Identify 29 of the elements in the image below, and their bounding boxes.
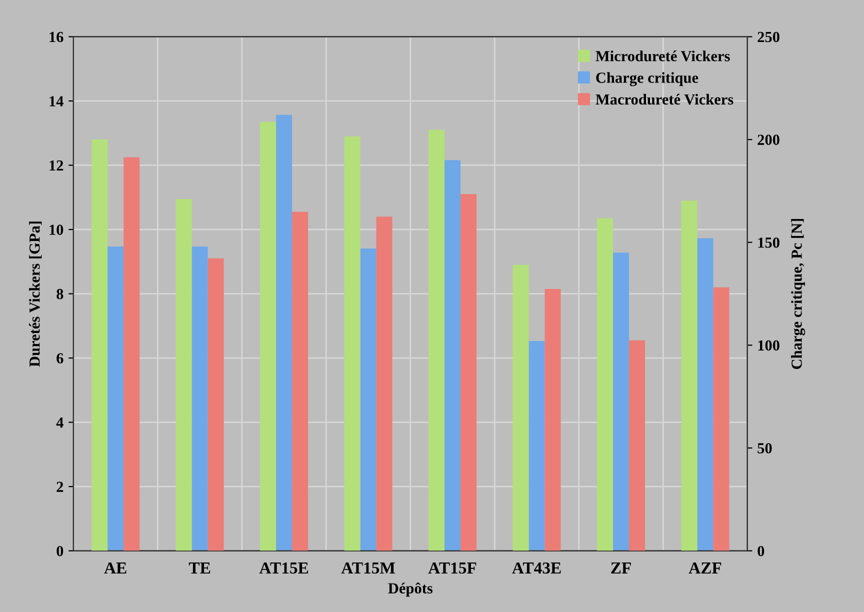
- x-tick-label: AT15M: [341, 562, 395, 574]
- y-tick-label: 0: [56, 546, 64, 556]
- x-tick-label: AE: [104, 562, 126, 574]
- y2-tick-label: 50: [758, 443, 772, 454]
- y2-tick-label: 200: [758, 134, 780, 145]
- y-tick-label: 14: [50, 96, 64, 106]
- legend-label: Macrodureté Vickers: [596, 94, 734, 105]
- x-tick-label: AZF: [688, 562, 722, 574]
- y-tick-label: 4: [56, 418, 64, 428]
- y-tick-label: 12: [50, 160, 64, 171]
- y-axis-title: Duretés Vickers [GPa]: [29, 222, 42, 367]
- y2-tick-label: 150: [758, 237, 780, 248]
- x-tick-label: AT15E: [259, 562, 308, 574]
- y-tick-label: 6: [56, 353, 64, 364]
- y-tick-label: 8: [56, 288, 64, 300]
- x-tick-label: AT15F: [428, 562, 476, 574]
- legend-label: Microdureté Vickers: [596, 50, 730, 62]
- y2-tick-label: 100: [758, 340, 780, 351]
- legend-label: Charge critique: [596, 72, 698, 86]
- x-tick-label: TE: [188, 562, 210, 574]
- y2-tick-label: 250: [758, 32, 780, 42]
- x-tick-label: ZF: [611, 562, 631, 574]
- y-tick-label: 2: [56, 482, 64, 492]
- x-tick-label: AT43E: [512, 562, 561, 574]
- x-axis-title: Dépôts: [388, 582, 433, 597]
- y2-axis-title: Charge critique, Pc [N]: [791, 218, 806, 369]
- y-tick-label: 16: [50, 32, 64, 42]
- y-tick-label: 10: [50, 224, 64, 235]
- y2-tick-label: 0: [758, 546, 764, 556]
